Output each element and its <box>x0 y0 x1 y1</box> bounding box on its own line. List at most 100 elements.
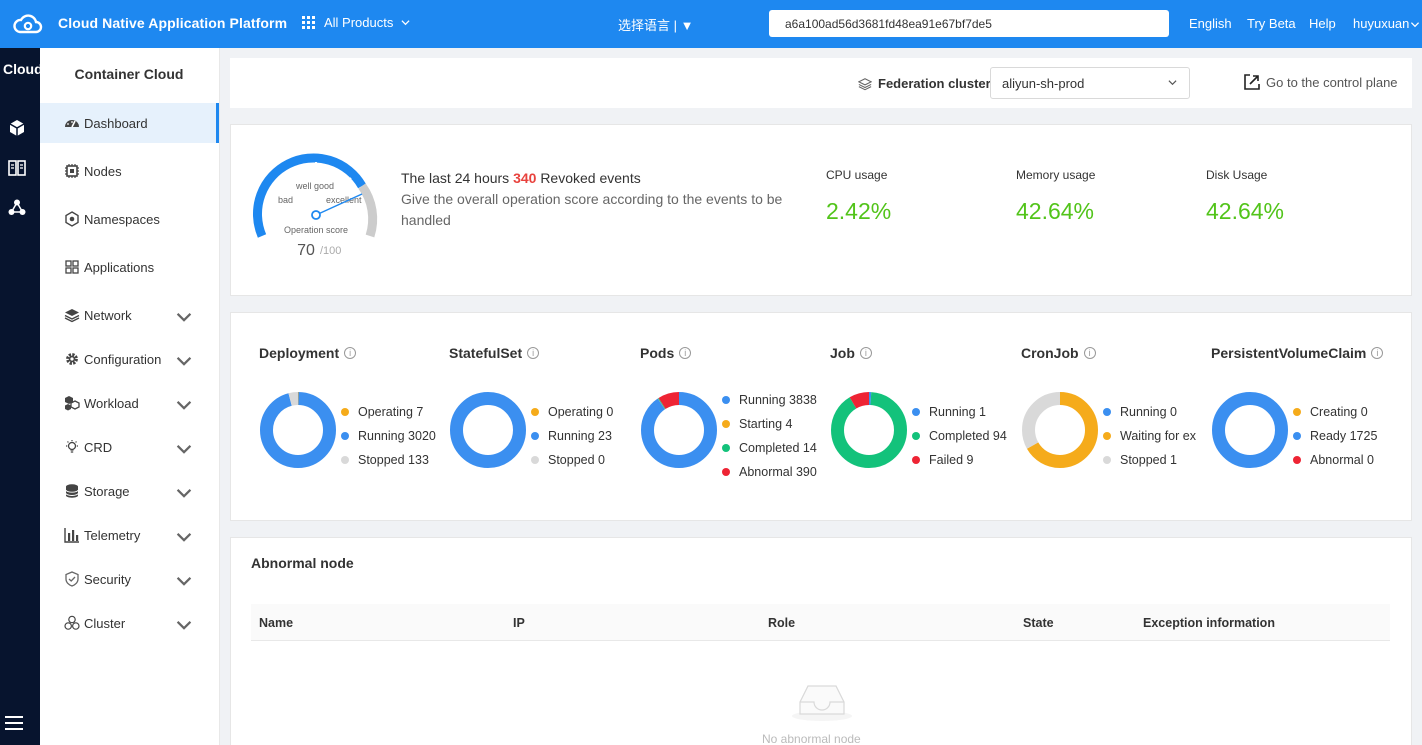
chevron-down-icon <box>176 401 192 410</box>
deployment-slice-running[interactable] <box>260 392 336 468</box>
pods-donut <box>641 392 717 468</box>
legend-item[interactable]: Stopped 133 <box>341 448 449 472</box>
column-exception-information[interactable]: Exception information <box>1143 616 1275 630</box>
legend-item[interactable]: Running 3020 <box>341 424 449 448</box>
sidebar-item-applications[interactable]: Applications <box>40 247 218 287</box>
column-ip[interactable]: IP <box>513 616 525 630</box>
help-link[interactable]: Help <box>1309 16 1336 31</box>
legend-label: Operating 7 <box>358 405 424 419</box>
legend-item[interactable]: Running 23 <box>531 424 639 448</box>
chevron-down-icon <box>401 20 410 26</box>
legend-item[interactable]: Abnormal 390 <box>722 460 830 484</box>
empty-state-text: No abnormal node <box>762 732 861 745</box>
try-beta-link[interactable]: Try Beta <box>1247 16 1296 31</box>
legend-item[interactable]: Completed 94 <box>912 424 1020 448</box>
legend-item[interactable]: Failed 9 <box>912 448 1020 472</box>
control-plane-label: Go to the control plane <box>1266 74 1398 90</box>
legend-dot <box>912 432 920 440</box>
grid-icon <box>302 15 316 30</box>
legend-item[interactable]: Operating 7 <box>341 400 449 424</box>
pods-slice-abnormal[interactable] <box>641 392 717 468</box>
sidebar-item-workload[interactable]: Workload <box>40 383 218 423</box>
language-select[interactable]: 选择语言 | ▼ <box>618 15 694 34</box>
sidebar-item-configuration[interactable]: Configuration <box>40 339 218 379</box>
info-icon[interactable]: i <box>344 347 357 359</box>
events-count[interactable]: 340 <box>513 170 537 186</box>
cluster-select[interactable]: aliyun-sh-prod <box>990 67 1190 99</box>
persistentvolumeclaim-slice-ready[interactable] <box>1212 392 1288 468</box>
score-max: /100 <box>320 245 341 257</box>
legend-item[interactable]: Running 0 <box>1103 400 1211 424</box>
sidebar-item-network[interactable]: Network <box>40 295 218 335</box>
sidebar-item-label: CRD <box>84 439 113 455</box>
all-products-label: All Products <box>324 15 394 30</box>
cronjob-slice-stopped[interactable] <box>1022 392 1098 468</box>
job-donut <box>831 392 907 468</box>
all-products-menu[interactable]: All Products <box>302 15 410 30</box>
legend-item[interactable]: Running 3838 <box>722 388 830 412</box>
legend-item[interactable]: Starting 4 <box>722 412 830 436</box>
abnormal-node-table-header: Name IP Role State Exception information <box>251 604 1390 641</box>
english-link[interactable]: English <box>1189 16 1232 31</box>
legend-dot <box>1293 456 1301 464</box>
legend-item[interactable]: Running 1 <box>912 400 1020 424</box>
column-role[interactable]: Role <box>768 616 796 630</box>
statefulset-legend: Operating 0 Running 23 Stopped 0 <box>531 400 639 472</box>
pods-slice-running[interactable] <box>641 392 717 468</box>
info-icon[interactable]: i <box>1371 347 1384 359</box>
database-icon <box>65 484 79 498</box>
legend-item[interactable]: Abnormal 0 <box>1293 448 1401 472</box>
persistentvolumeclaim-legend: Creating 0 Ready 1725 Abnormal 0 <box>1293 400 1401 472</box>
sidebar-item-telemetry[interactable]: Telemetry <box>40 515 218 555</box>
nodes-network-icon[interactable] <box>8 199 26 217</box>
chevron-down-icon <box>176 533 192 542</box>
statefulset-slice-running[interactable] <box>450 392 526 468</box>
score-value: 70 <box>297 242 315 259</box>
deployment-slice-stopped[interactable] <box>260 392 336 468</box>
column-name[interactable]: Name <box>259 616 294 630</box>
go-to-control-plane-link[interactable]: Go to the control plane <box>1244 74 1398 90</box>
info-icon[interactable]: i <box>1083 347 1096 359</box>
sidebar-item-label: Nodes <box>84 163 122 179</box>
cube-icon[interactable] <box>8 119 26 137</box>
sidebar-item-security[interactable]: Security <box>40 559 218 599</box>
sidebar-item-nodes[interactable]: Nodes <box>40 151 218 191</box>
legend-item[interactable]: Completed 14 <box>722 436 830 460</box>
search-input[interactable] <box>769 10 1169 37</box>
legend-item[interactable]: Waiting for ex <box>1103 424 1211 448</box>
legend-item[interactable]: Stopped 1 <box>1103 448 1211 472</box>
cloud-logo-icon[interactable] <box>12 10 44 38</box>
legend-label: Running 3020 <box>358 429 436 443</box>
sidebar-item-namespaces[interactable]: Namespaces <box>40 199 218 239</box>
info-icon[interactable]: i <box>679 347 692 359</box>
legend-item[interactable]: Stopped 0 <box>531 448 639 472</box>
info-icon[interactable]: i <box>527 347 540 359</box>
chevron-down-icon <box>176 445 192 454</box>
sidebar-item-cluster[interactable]: Cluster <box>40 603 218 643</box>
sidebar-item-crd[interactable]: CRD <box>40 427 218 467</box>
hamburger-menu-icon[interactable] <box>5 716 23 730</box>
events-summary: The last 24 hours 340 Revoked events Giv… <box>401 168 801 231</box>
book-icon[interactable] <box>8 159 26 177</box>
legend-dot <box>1103 432 1111 440</box>
user-menu[interactable]: huyuxuan <box>1353 16 1410 31</box>
gauge-arc-blue <box>253 153 366 238</box>
pods-legend: Running 3838 Starting 4 Completed 14 Abnorm… <box>722 388 830 484</box>
legend-item[interactable]: Operating 0 <box>531 400 639 424</box>
job-slice-failed[interactable] <box>831 392 907 468</box>
sidebar-item-storage[interactable]: Storage <box>40 471 218 511</box>
info-icon[interactable]: i <box>859 347 872 359</box>
legend-item[interactable]: Creating 0 <box>1293 400 1401 424</box>
chevron-down-icon <box>176 577 192 586</box>
job-chart-title: Job i <box>830 345 872 361</box>
sidebar-item-label: Network <box>84 307 132 323</box>
job-slice-completed[interactable] <box>831 392 907 468</box>
legend-item[interactable]: Ready 1725 <box>1293 424 1401 448</box>
column-state[interactable]: State <box>1023 616 1054 630</box>
legend-dot <box>1293 432 1301 440</box>
legend-label: Creating 0 <box>1310 405 1368 419</box>
sidebar: Container Cloud Dashboard Nodes Namespac… <box>40 48 220 745</box>
sidebar-item-dashboard[interactable]: Dashboard <box>40 103 219 143</box>
brand-title[interactable]: Cloud Native Application Platform <box>58 15 288 31</box>
legend-label: Abnormal 0 <box>1310 453 1374 467</box>
